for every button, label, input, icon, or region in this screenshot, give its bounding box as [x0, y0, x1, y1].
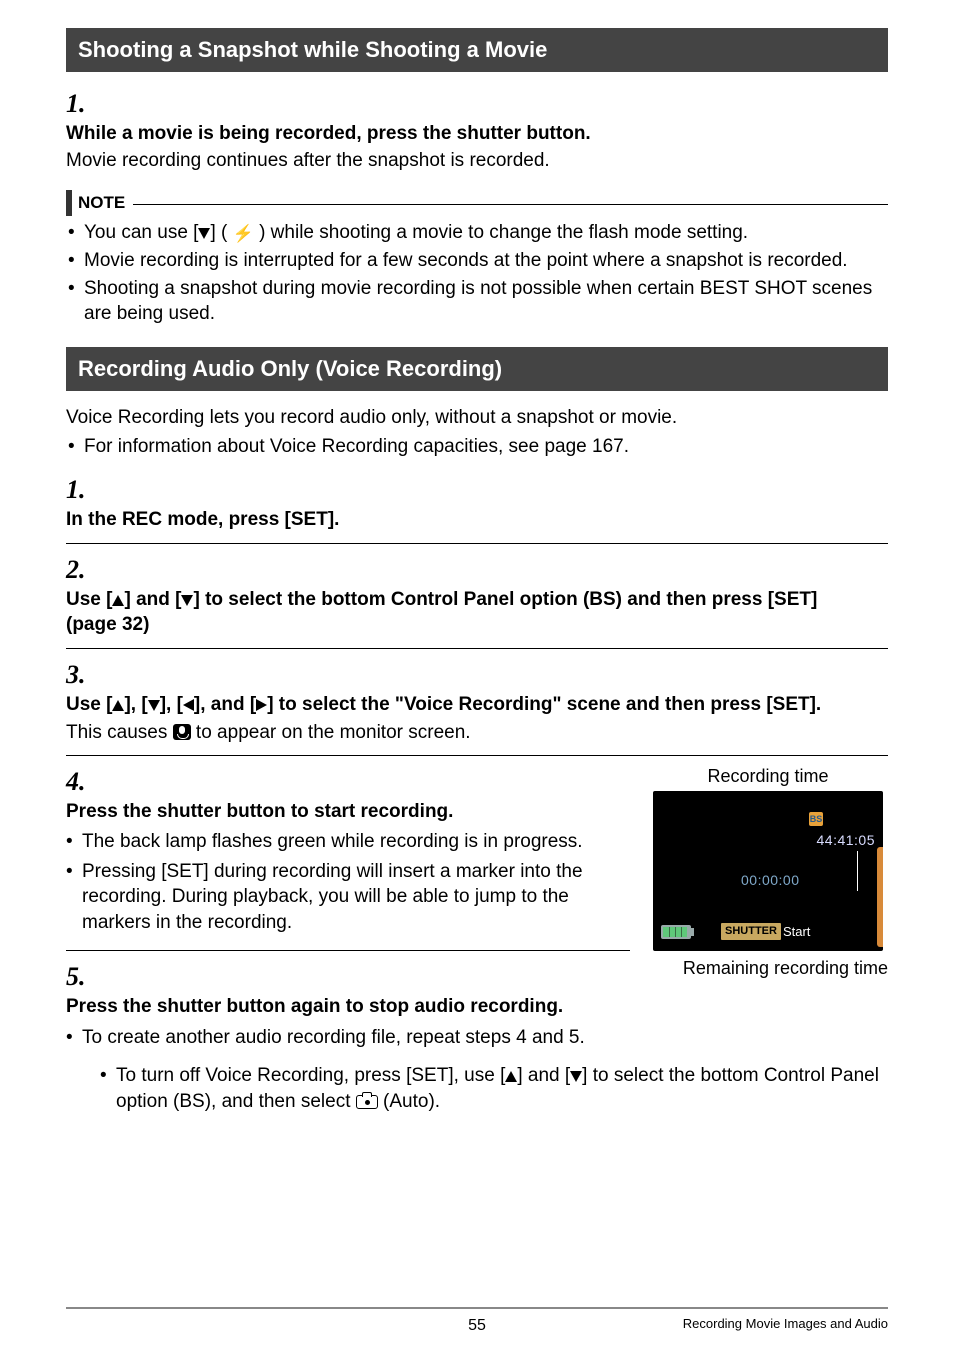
- step-bold: Press the shutter button again to stop a…: [66, 994, 596, 1020]
- note-bar-icon: [66, 190, 72, 216]
- step-normal: This causes to appear on the monitor scr…: [66, 720, 854, 746]
- battery-icon: [661, 925, 691, 939]
- side-accent-icon: [877, 847, 883, 947]
- step-bold: Use [] and [] to select the bottom Contr…: [66, 587, 854, 638]
- divider: [66, 648, 888, 649]
- triangle-down-icon: [181, 595, 193, 606]
- sec2-step4: 4. Press the shutter button to start rec…: [66, 764, 630, 939]
- start-label: Start: [783, 923, 810, 941]
- text: Use [: [66, 694, 112, 715]
- recording-time-label: Recording time: [648, 764, 888, 788]
- triangle-left-icon: [183, 699, 194, 711]
- text: to appear on the monitor screen.: [191, 722, 471, 743]
- screen-bottom-bar: SHUTTERStart: [661, 923, 875, 941]
- sec2-intro: Voice Recording lets you record audio on…: [66, 405, 888, 431]
- step5-bullet-2: To turn off Voice Recording, press [SET]…: [100, 1063, 888, 1114]
- camera-screen: BS 44:41:05 00:00:00 SHUTTERStart: [653, 791, 883, 951]
- text: Use [: [66, 589, 112, 610]
- note-rule: [133, 204, 888, 205]
- note-label: NOTE: [78, 192, 125, 215]
- camera-icon: [356, 1095, 378, 1109]
- step-normal: Movie recording continues after the snap…: [66, 148, 854, 174]
- note-bullet-3: Shooting a snapshot during movie recordi…: [66, 276, 888, 327]
- step-body: In the REC mode, press [SET].: [66, 507, 854, 533]
- step-bold: Use [ ], [ ], [ ], and [ ] to select the "Vo…: [66, 692, 854, 718]
- section-heading-1: Shooting a Snapshot while Shooting a Mov…: [66, 28, 888, 72]
- step5-bullets-continued: To turn off Voice Recording, press [SET]…: [66, 1063, 888, 1114]
- leader-line-icon: [815, 791, 816, 809]
- step5-bullets: To create another audio recording file, …: [66, 1025, 596, 1051]
- section-heading-2: Recording Audio Only (Voice Recording): [66, 347, 888, 391]
- page-footer: 55 Recording Movie Images and Audio: [66, 1307, 888, 1333]
- sec2-step1: 1. In the REC mode, press [SET].: [66, 472, 888, 533]
- divider: [66, 543, 888, 544]
- text: ] (: [210, 222, 227, 243]
- text: (Auto).: [378, 1091, 440, 1112]
- figure-column: Recording time BS 44:41:05 00:00:00 SHUT…: [648, 764, 888, 979]
- triangle-up-icon: [505, 1071, 517, 1082]
- divider: [66, 950, 630, 951]
- text: ], and [: [194, 694, 256, 715]
- triangle-down-icon: [198, 228, 210, 239]
- step-bold: Press the shutter button to start record…: [66, 799, 596, 825]
- leader-line-icon: [857, 851, 858, 891]
- triangle-up-icon: [112, 700, 124, 711]
- triangle-down-icon: [148, 700, 160, 711]
- step-number: 3.: [66, 657, 96, 692]
- text: ] and [: [517, 1065, 570, 1086]
- step-number: 4.: [66, 764, 96, 799]
- step-number: 2.: [66, 552, 96, 587]
- battery-stripe-icon: [675, 927, 676, 937]
- triangle-down-icon: [570, 1071, 582, 1082]
- text: This causes: [66, 722, 173, 743]
- bs-badge-icon: BS: [809, 812, 823, 826]
- step4-bullets: The back lamp flashes green while record…: [66, 829, 596, 936]
- step-body: While a movie is being recorded, press t…: [66, 121, 854, 174]
- step-bold: While a movie is being recorded, press t…: [66, 121, 854, 147]
- note-header: NOTE: [66, 190, 888, 216]
- flash-icon: ⚡: [233, 223, 254, 246]
- intro-bullet-1: For information about Voice Recording ca…: [66, 434, 888, 460]
- step5-bullet-1: To create another audio recording file, …: [66, 1025, 596, 1051]
- step4-left: 4. Press the shutter button to start rec…: [66, 764, 648, 1065]
- step4-bullet-2: Pressing [SET] during recording will ins…: [66, 859, 596, 936]
- shutter-label: SHUTTER: [721, 923, 781, 940]
- step4-row: 4. Press the shutter button to start rec…: [66, 764, 888, 1065]
- note-bullet-list: You can use [ ] ( ⚡ ) while shooting a mo…: [66, 220, 888, 327]
- triangle-right-icon: [256, 699, 267, 711]
- step-bold: In the REC mode, press [SET].: [66, 507, 854, 533]
- step-body: Use [ ], [ ], [ ], and [ ] to select the "Vo…: [66, 692, 854, 745]
- note-bullet-1: You can use [ ] ( ⚡ ) while shooting a mo…: [66, 220, 888, 246]
- text: ] to select the "Voice Recording" scene …: [267, 694, 821, 715]
- sec2-step2: 2. Use [] and [] to select the bottom Co…: [66, 552, 888, 638]
- text: ) while shooting a movie to change the f…: [259, 222, 748, 243]
- page-number: 55: [468, 1315, 486, 1337]
- step-body: Press the shutter button again to stop a…: [66, 994, 596, 1055]
- remaining-time-value: 44:41:05: [817, 831, 876, 850]
- step-number: 5.: [66, 959, 96, 994]
- text: ] and [: [124, 589, 181, 610]
- footer-section-title: Recording Movie Images and Audio: [683, 1315, 888, 1333]
- remaining-recording-label: Remaining recording time: [648, 957, 888, 980]
- sec2-step3: 3. Use [ ], [ ], [ ], and [ ] to select the …: [66, 657, 888, 745]
- sec1-step1: 1. While a movie is being recorded, pres…: [66, 86, 888, 174]
- step-body: Use [] and [] to select the bottom Contr…: [66, 587, 854, 638]
- microphone-icon: [173, 724, 191, 740]
- text: ], [: [160, 694, 183, 715]
- battery-stripe-icon: [669, 927, 670, 937]
- text: ], [: [124, 694, 147, 715]
- step4-bullet-1: The back lamp flashes green while record…: [66, 829, 596, 855]
- step-number: 1.: [66, 472, 96, 507]
- text: You can use [: [84, 222, 198, 243]
- triangle-up-icon: [112, 595, 124, 606]
- battery-stripe-icon: [681, 927, 682, 937]
- divider: [66, 755, 888, 756]
- sec2-step5: 5. Press the shutter button again to sto…: [66, 959, 630, 1055]
- text: To turn off Voice Recording, press [SET]…: [116, 1065, 505, 1086]
- elapsed-time-value: 00:00:00: [741, 871, 800, 890]
- sec2-intro-bullets: For information about Voice Recording ca…: [66, 434, 888, 460]
- step-body: Press the shutter button to start record…: [66, 799, 596, 939]
- note-bullet-2: Movie recording is interrupted for a few…: [66, 248, 888, 274]
- step-number: 1.: [66, 86, 96, 121]
